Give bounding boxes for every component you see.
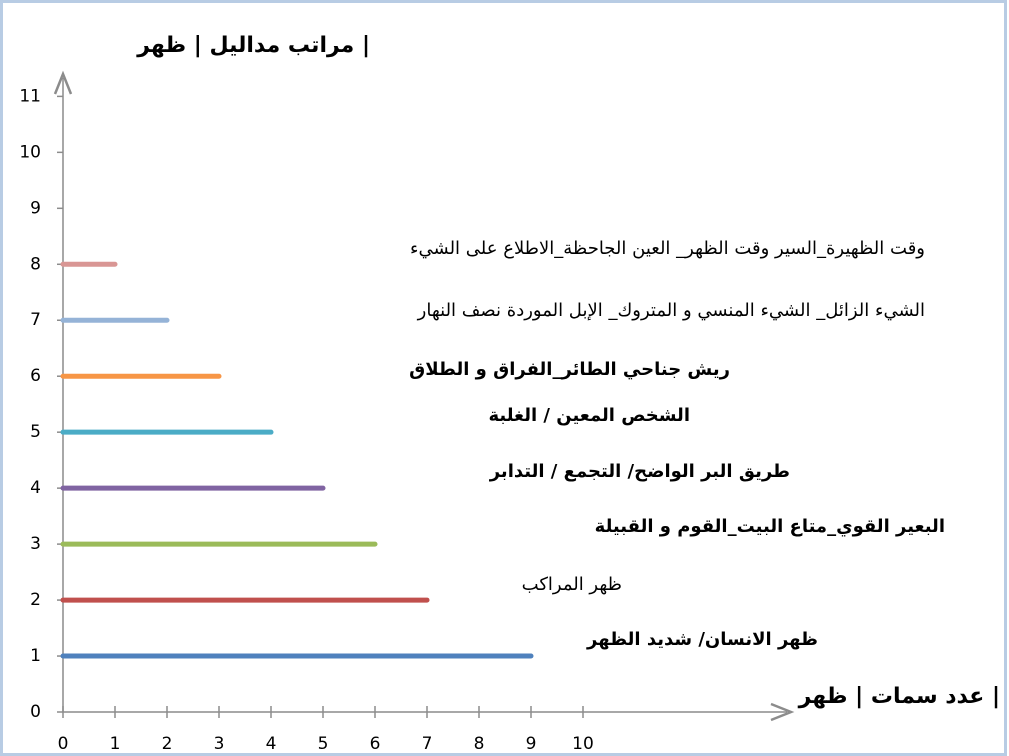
y-axis-title: مراتب مداليل | ظهر |: [136, 33, 370, 58]
y-tick-label: 3: [30, 534, 41, 554]
y-tick-label: 8: [30, 254, 41, 274]
x-tick-label: 5: [318, 734, 329, 754]
bar-annotation: البعير القوي_متاع البيت_القوم و القبيلة: [595, 516, 945, 537]
y-tick-label: 0: [30, 702, 41, 722]
bar-annotation: الشخص المعين / الغلبة: [488, 405, 690, 426]
x-tick-label: 2: [162, 734, 173, 754]
y-tick-label: 2: [30, 590, 41, 610]
x-tick-label: 1: [110, 734, 121, 754]
y-tick-label: 7: [30, 310, 41, 330]
bar-annotation: ظهر الانسان/ شديد الظهر: [586, 629, 818, 650]
bar-annotation: ظهر المراكب: [522, 574, 622, 595]
x-tick-label: 3: [214, 734, 225, 754]
y-tick-label: 5: [30, 422, 41, 442]
y-tick-label: 10: [19, 142, 41, 162]
y-tick-label: 6: [30, 366, 41, 386]
bar-annotation: الشيء الزائل_ الشيء المنسي و المتروك_ ال…: [417, 300, 925, 321]
x-tick-label: 10: [572, 734, 594, 754]
x-tick-label: 0: [58, 734, 69, 754]
y-axis-arrow: [53, 70, 73, 95]
x-tick-label: 6: [370, 734, 381, 754]
bar-annotation: ريش جناحي الطائر_الفراق و الطلاق: [409, 359, 730, 380]
y-tick-label: 1: [30, 646, 41, 666]
x-tick-label: 8: [474, 734, 485, 754]
x-tick-label: 4: [266, 734, 277, 754]
x-tick-label: 9: [526, 734, 537, 754]
x-axis-title: عدد سمات | ظهر |: [798, 684, 1000, 709]
y-tick-label: 4: [30, 478, 41, 498]
y-tick-label: 11: [19, 86, 41, 106]
x-tick-label: 7: [422, 734, 433, 754]
y-tick-label: 9: [30, 198, 41, 218]
x-axis-arrow: [770, 702, 795, 722]
bar-annotation: طريق البر الواضح/ التجمع / التدابر: [489, 461, 790, 482]
bar-annotation: وقت الظهيرة_السير وقت الظهر_ العين الجاح…: [410, 238, 925, 259]
